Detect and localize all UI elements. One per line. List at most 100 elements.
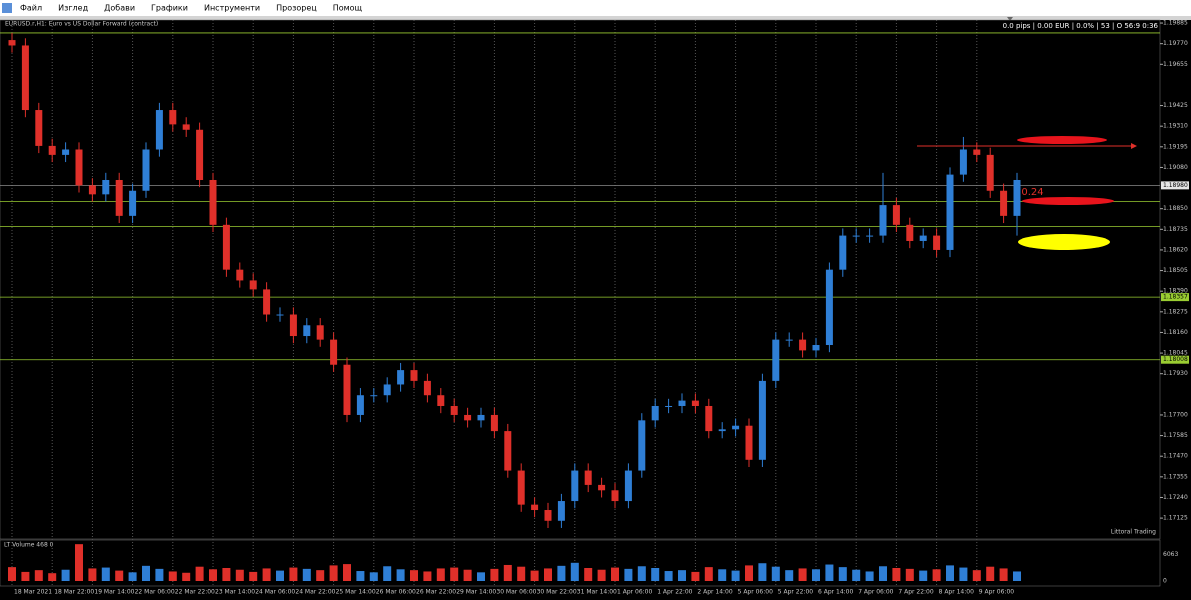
x-tick-label: 5 Apr 06:00: [738, 589, 773, 596]
level-label: 1.18357: [1163, 294, 1188, 301]
candle-body: [21, 45, 29, 111]
y-tick-label: 1.17470: [1163, 453, 1188, 460]
menu-item[interactable]: Графики: [151, 4, 188, 13]
menu-item[interactable]: Инструменти: [204, 4, 260, 13]
candle-body: [906, 224, 914, 241]
volume-bar: [852, 569, 861, 581]
candle-body: [745, 425, 753, 460]
volume-bar: [798, 568, 807, 581]
level-label-bg: [1161, 355, 1189, 364]
volume-bar: [584, 568, 593, 581]
x-tick-label: 31 Mar 14:00: [577, 589, 617, 596]
volume-tick-label: 6063: [1163, 551, 1178, 558]
volume-bar: [343, 564, 351, 581]
candle-body: [557, 501, 565, 521]
candle-body: [155, 110, 163, 150]
volume-bar: [825, 564, 834, 581]
candle-body: [330, 339, 338, 365]
volume-bar: [477, 572, 485, 581]
x-tick-label: 24 Mar 06:00: [255, 589, 295, 596]
volume-bar: [128, 572, 137, 581]
volume-title: LT Volume 468 0: [4, 542, 54, 549]
volume-bar: [731, 570, 740, 581]
x-tick-label: 25 Mar 14:00: [336, 589, 376, 596]
candle-body: [959, 149, 967, 175]
menu-item[interactable]: Файл: [20, 4, 42, 13]
volume-bar: [21, 571, 30, 581]
volume-bar: [999, 568, 1008, 581]
candle-body: [571, 470, 579, 502]
y-tick-label: 1.17585: [1163, 432, 1188, 439]
candle-body: [356, 395, 364, 415]
volume-bar: [704, 567, 713, 581]
volume-bar: [785, 570, 794, 581]
candle-body: [477, 414, 485, 421]
x-tick-label: 18 Mar 2021: [14, 589, 52, 596]
volume-bar: [597, 569, 606, 581]
candle-body: [62, 149, 70, 155]
x-tick-label: 5 Apr 22:00: [778, 589, 813, 596]
menu-item[interactable]: Помощ: [333, 4, 363, 13]
volume-bar: [356, 571, 365, 581]
menu-item[interactable]: Добави: [104, 4, 135, 13]
volume-bar: [678, 570, 686, 581]
chart-area: [0, 19, 1161, 540]
y-tick-label: 1.18620: [1163, 246, 1188, 253]
volume-bar: [34, 570, 43, 581]
volume-bar: [932, 569, 941, 581]
candle-body: [450, 405, 458, 415]
menu-item[interactable]: Изглед: [58, 4, 88, 13]
level-label: 1.18008: [1163, 356, 1188, 363]
x-tick-label: 24 Mar 22:00: [295, 589, 335, 596]
candle-body: [691, 400, 699, 406]
volume-bar: [570, 562, 579, 581]
volume-bar: [463, 569, 472, 581]
volume-bar: [651, 568, 660, 581]
y-tick-label: 1.19310: [1163, 123, 1188, 130]
candle-body: [839, 235, 847, 270]
volume-bar: [959, 567, 968, 581]
candle-body: [812, 345, 820, 351]
y-tick-label: 1.18850: [1163, 205, 1188, 212]
volume-bar: [838, 567, 847, 581]
candle-body: [343, 364, 351, 415]
candle-body: [638, 420, 646, 471]
candle-body: [504, 431, 512, 471]
info-text: 0.0 pips | 0.00 EUR | 0.0% | 53 | O 56:9…: [1003, 22, 1159, 30]
candle-body: [624, 470, 632, 502]
candle-body: [946, 174, 954, 250]
volume-bar: [302, 568, 311, 581]
candle-body: [799, 339, 807, 351]
candle-body: [196, 129, 204, 180]
volume-bar: [745, 565, 753, 581]
toolbar-strip: [0, 16, 1191, 20]
y-tick-label: 1.18735: [1163, 226, 1188, 233]
volume-bar: [48, 573, 57, 581]
candle-body: [276, 314, 284, 316]
dropdown-arrow: [1007, 17, 1013, 21]
volume-bar: [664, 571, 673, 581]
volume-bar: [168, 571, 177, 581]
arrow-head: [1131, 143, 1137, 149]
candle-body: [88, 185, 96, 195]
candle-body: [423, 380, 431, 396]
y-tick-label: 1.19425: [1163, 102, 1188, 109]
volume-bar: [879, 566, 887, 581]
x-tick-label: 19 Mar 14:00: [94, 589, 134, 596]
annotation: 30.24: [1015, 187, 1044, 198]
menu-item[interactable]: Прозорец: [276, 4, 317, 13]
drawn-ellipse: [1018, 234, 1110, 250]
candle-body: [584, 470, 592, 485]
candle-body: [892, 205, 900, 225]
candle-body: [665, 405, 673, 407]
y-tick-label: 1.17700: [1163, 411, 1188, 418]
x-tick-label: 7 Apr 06:00: [858, 589, 893, 596]
candle-body: [316, 325, 324, 340]
x-tick-label: 1 Apr 06:00: [617, 589, 652, 596]
x-tick-label: 8 Apr 14:00: [939, 589, 974, 596]
candle-body: [75, 149, 83, 186]
candle-body: [651, 405, 659, 421]
candle-body: [437, 395, 445, 406]
x-tick-label: 18 Mar 22:00: [54, 589, 94, 596]
x-tick-label: 29 Mar 14:00: [456, 589, 496, 596]
